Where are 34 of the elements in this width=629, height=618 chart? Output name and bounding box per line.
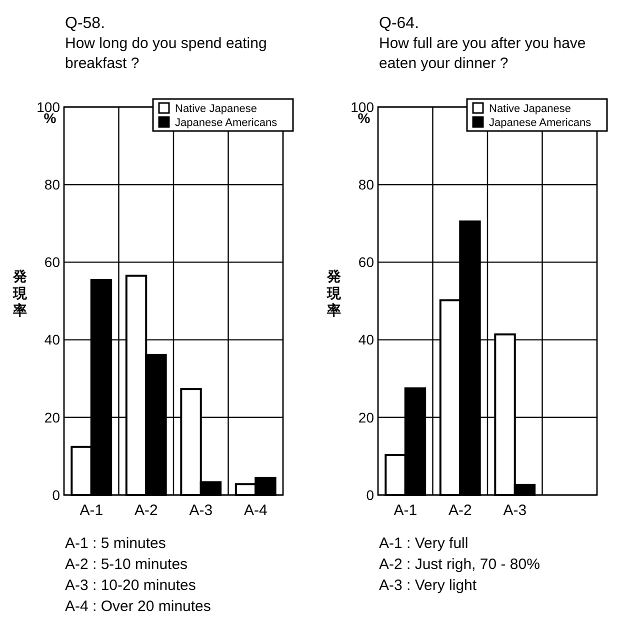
y-tick-label: 80 xyxy=(358,176,374,192)
x-tick-label: A-4 xyxy=(244,502,268,519)
y-tick-label: 40 xyxy=(44,332,60,348)
text: A-2 : Just righ, 70 - 80% xyxy=(379,556,540,573)
x-tick-label: A-2 xyxy=(448,502,472,519)
legend-label: Japanese Americans xyxy=(489,116,592,129)
text: A-3 : Very light xyxy=(379,577,478,594)
x-tick-label: A-3 xyxy=(189,502,213,519)
y-axis-title: 発現率 xyxy=(326,268,342,318)
text: A-3 : 10-20 minutes xyxy=(65,577,196,594)
y-axis-title: 発現率 xyxy=(12,268,28,318)
y-tick-label: 60 xyxy=(44,254,60,270)
y-tick-label: 60 xyxy=(358,254,374,270)
legend-label: Native Japanese xyxy=(489,102,571,115)
y-tick-label: 20 xyxy=(44,409,60,426)
x-tick-label: A-2 xyxy=(134,502,158,519)
legend-label: Japanese Americans xyxy=(175,116,278,129)
text: A-2 : 5-10 minutes xyxy=(65,556,188,573)
legend-label: Native Japanese xyxy=(175,102,257,115)
x-tick-label: A-1 xyxy=(394,502,418,519)
y-tick-label: 80 xyxy=(44,176,60,192)
chart-subtitle: How full are you after you have eaten your dinner ? xyxy=(379,35,586,72)
text: A-1 : 5 minutes xyxy=(65,535,166,552)
y-tick-label: 20 xyxy=(358,409,374,426)
x-tick-label: A-1 xyxy=(80,502,104,519)
chart-title: Q-58. xyxy=(65,15,106,32)
y-tick-label: 40 xyxy=(358,332,374,348)
y-tick-label: 0 xyxy=(366,486,374,503)
y-tick-label: 0 xyxy=(52,486,60,503)
x-tick-label: A-3 xyxy=(503,502,527,519)
text: A-4 : Over 20 minutes xyxy=(65,598,211,615)
chart-subtitle: How long do you spend eating breakfast ? xyxy=(65,35,267,72)
chart-title: Q-64. xyxy=(379,15,420,32)
text: A-1 : Very full xyxy=(379,535,468,552)
